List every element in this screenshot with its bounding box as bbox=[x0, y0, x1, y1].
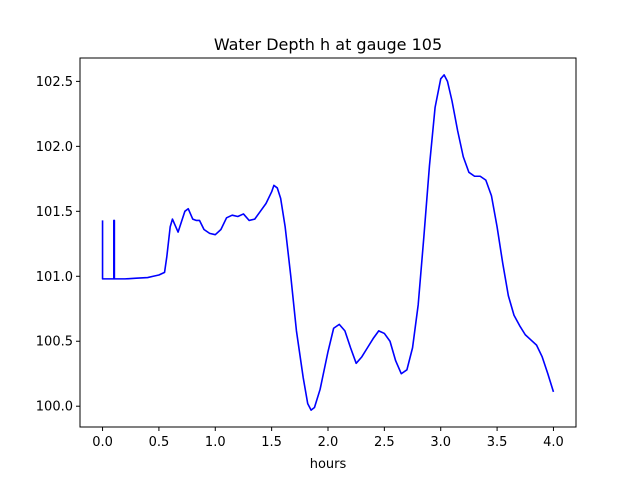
x-tick-label: 0.0 bbox=[92, 435, 113, 450]
x-tick-label: 4.0 bbox=[543, 435, 564, 450]
plot-area bbox=[101, 74, 555, 411]
y-tick-label: 101.5 bbox=[36, 205, 73, 220]
y-tick-label: 100.0 bbox=[36, 400, 73, 415]
y-axis: 100.0 100.5 101.0 101.5 102.0 102.5 bbox=[36, 75, 80, 415]
y-tick-label: 101.0 bbox=[36, 270, 73, 285]
x-tick-label: 1.0 bbox=[205, 435, 226, 450]
x-axis: 0.0 0.5 1.0 1.5 2.0 2.5 3.0 3.5 4.0 bbox=[92, 427, 564, 450]
chart-title: Water Depth h at gauge 105 bbox=[214, 35, 442, 54]
x-tick-label: 0.5 bbox=[149, 435, 170, 450]
y-tick-label: 102.5 bbox=[36, 75, 73, 90]
series-line bbox=[101, 74, 555, 411]
plot-frame bbox=[79, 57, 577, 428]
x-tick-label: 1.5 bbox=[261, 435, 282, 450]
y-tick-label: 102.0 bbox=[36, 140, 73, 155]
x-tick-label: 2.0 bbox=[318, 435, 339, 450]
x-axis-label: hours bbox=[310, 457, 347, 472]
x-tick-label: 3.0 bbox=[430, 435, 451, 450]
x-tick-label: 2.5 bbox=[374, 435, 395, 450]
x-tick-label: 3.5 bbox=[487, 435, 508, 450]
y-tick-label: 100.5 bbox=[36, 335, 73, 350]
